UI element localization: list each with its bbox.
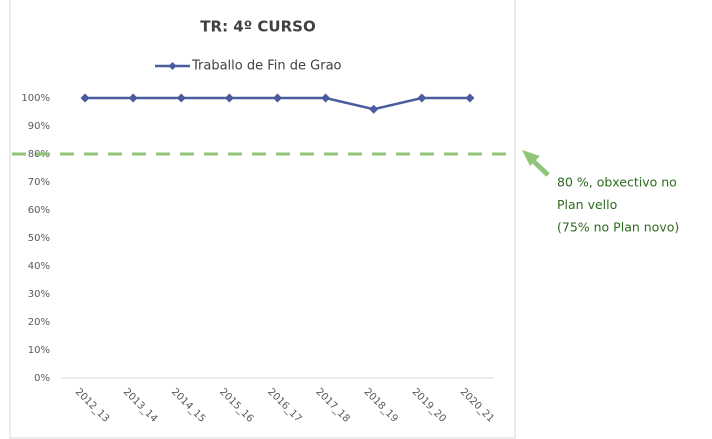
data-point	[417, 93, 427, 103]
data-point	[321, 93, 331, 103]
y-tick-label: 70%	[28, 177, 50, 188]
annotation-text: (75% no Plan novo)	[557, 220, 679, 235]
y-tick-label: 30%	[28, 289, 50, 300]
annotation-text: 80 %, obxectivo no	[557, 175, 677, 190]
data-point	[369, 104, 379, 114]
y-tick-label: 60%	[28, 205, 50, 216]
data-point	[273, 93, 282, 103]
y-tick-label: 100%	[21, 93, 50, 104]
data-point	[224, 93, 234, 103]
annotation-arrowhead	[522, 150, 540, 166]
y-tick-label: 40%	[28, 261, 50, 272]
data-point	[465, 93, 475, 103]
annotation-text: Plan vello	[557, 197, 617, 212]
legend-label: Traballo de Fin de Grao	[191, 59, 342, 74]
chart-title: TR: 4º CURSO	[200, 18, 315, 36]
y-tick-label: 0%	[34, 373, 50, 384]
chart-frame	[9, 0, 516, 439]
data-point	[80, 93, 90, 103]
legend-marker	[168, 62, 177, 70]
y-tick-label: 90%	[28, 121, 50, 132]
y-tick-label: 50%	[28, 233, 50, 244]
y-tick-label: 10%	[28, 345, 50, 356]
data-point	[128, 93, 138, 103]
y-tick-label: 20%	[28, 317, 50, 328]
data-point	[176, 93, 186, 103]
